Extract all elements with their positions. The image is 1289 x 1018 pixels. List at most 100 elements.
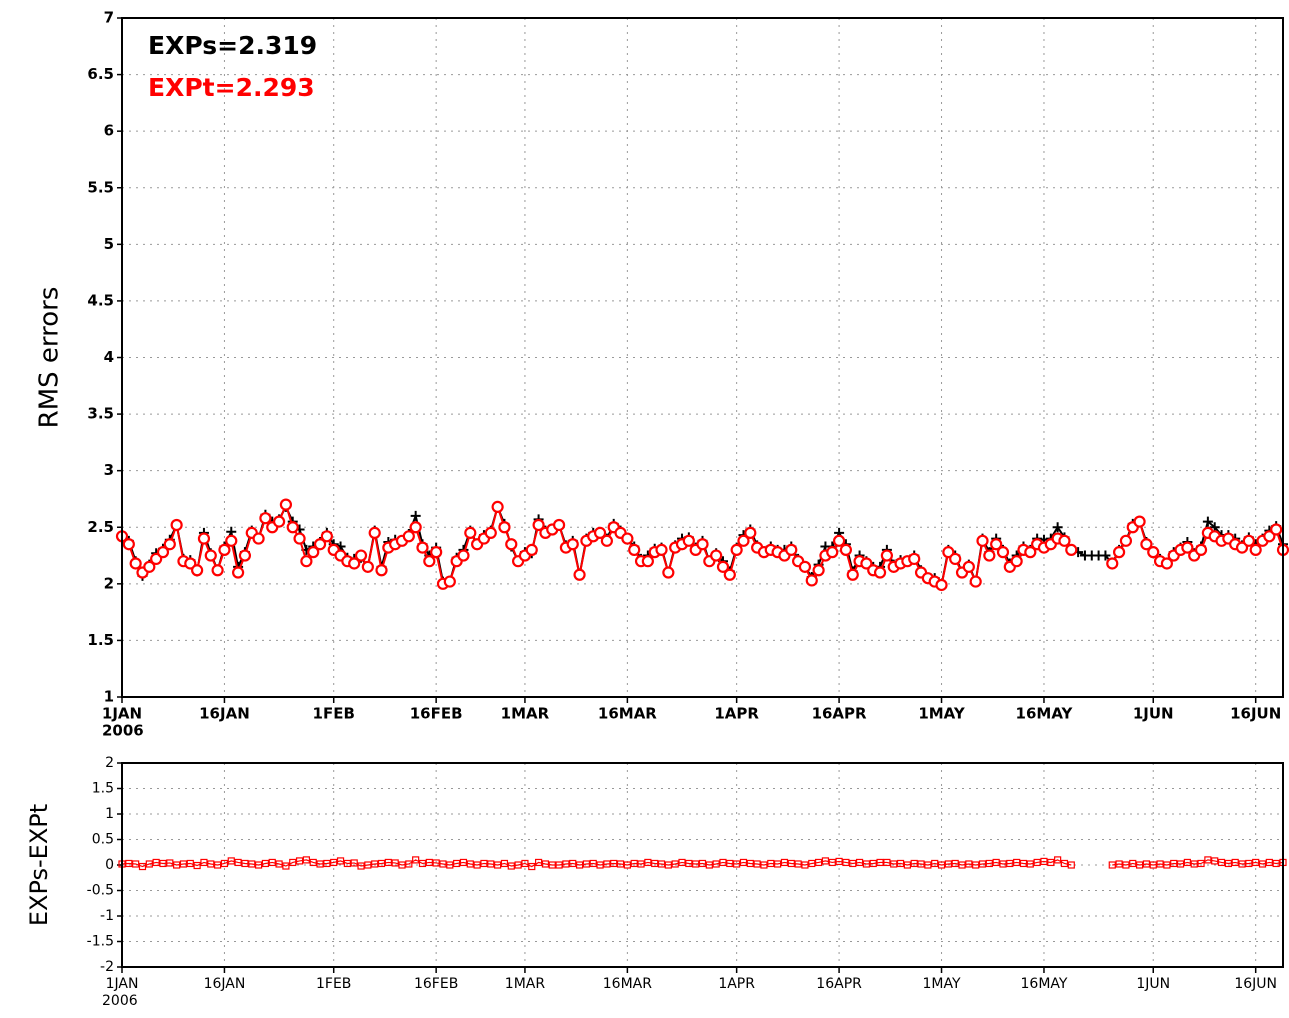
marker (596, 861, 604, 869)
marker (1122, 861, 1130, 869)
marker (143, 560, 156, 573)
marker (418, 859, 427, 868)
marker (801, 861, 809, 869)
marker (412, 856, 420, 864)
marker (179, 860, 188, 868)
marker (145, 860, 153, 868)
marker (343, 859, 351, 868)
marker (990, 538, 1003, 551)
marker (712, 860, 720, 868)
marker (937, 861, 946, 869)
marker (361, 560, 374, 573)
marker (398, 861, 406, 869)
marker (593, 526, 607, 540)
marker (207, 860, 215, 868)
marker (129, 557, 142, 570)
marker (662, 566, 675, 579)
marker (589, 859, 597, 868)
marker (466, 860, 474, 868)
marker (730, 543, 743, 556)
x-tick-label: 1MAR (501, 705, 550, 723)
plot-frame (121, 17, 1284, 698)
marker (357, 862, 365, 870)
marker (405, 860, 413, 868)
marker (254, 861, 263, 869)
marker (839, 543, 853, 556)
marker (1112, 546, 1126, 559)
marker (876, 858, 884, 867)
marker (719, 858, 727, 867)
marker (204, 549, 217, 562)
marker (1176, 860, 1185, 868)
marker (641, 555, 654, 568)
marker (908, 552, 921, 566)
marker (302, 856, 310, 864)
marker (268, 858, 276, 867)
marker (446, 861, 454, 869)
marker (692, 860, 700, 868)
marker (999, 860, 1007, 868)
marker (1067, 861, 1075, 869)
marker (286, 521, 299, 534)
x-tick-label: 16MAR (603, 976, 652, 992)
y-tick-label: 3 (104, 461, 114, 479)
marker (958, 861, 966, 869)
marker (1265, 858, 1273, 867)
marker (122, 538, 135, 551)
marker (623, 861, 631, 869)
marker (737, 534, 750, 547)
marker (1019, 859, 1028, 868)
marker (1183, 858, 1191, 867)
marker (814, 858, 823, 867)
marker (1245, 859, 1253, 868)
panel: 1 1.5 2 2.5 3 3.5 4 4.5 5 5.5 6 6.5 7 1JAN 16JAN 1FEB 16… (35, 9, 1289, 740)
y-tick-label: 5.5 (87, 178, 114, 196)
y-tick-label: 3.5 (87, 405, 114, 423)
marker (910, 859, 918, 868)
marker (931, 859, 939, 868)
marker (1160, 557, 1174, 570)
marker (391, 859, 399, 867)
x-tick-label: 16JUN (1234, 976, 1277, 992)
marker (896, 859, 905, 868)
y-tick-label: 5 (104, 235, 114, 253)
marker (227, 857, 235, 865)
marker (371, 860, 379, 868)
marker (293, 532, 306, 545)
y-tick-label: -2 (100, 959, 114, 975)
marker (710, 549, 723, 562)
x-tick-label: 16JAN (199, 705, 250, 723)
marker (307, 546, 320, 559)
y-tick-label: 2 (105, 755, 114, 771)
marker (330, 858, 338, 867)
marker (197, 532, 211, 545)
marker (944, 860, 952, 868)
marker (767, 859, 775, 868)
marker (600, 534, 613, 547)
x-tick-label: 1JUN (1136, 976, 1170, 992)
marker (573, 568, 586, 581)
marker (132, 860, 140, 868)
marker (723, 568, 736, 581)
marker (220, 859, 229, 868)
x-tick-label: 16MAR (598, 705, 657, 723)
marker (214, 861, 222, 869)
marker (828, 858, 836, 867)
marker (808, 859, 816, 868)
marker (1040, 857, 1048, 866)
marker (951, 859, 959, 868)
marker (491, 500, 504, 513)
marker (1252, 858, 1260, 867)
marker (616, 860, 625, 868)
marker (812, 564, 825, 577)
marker (566, 538, 579, 551)
marker (582, 860, 591, 868)
marker (1194, 543, 1208, 556)
x-tick-label: 1MAY (918, 705, 966, 723)
x-tick-label: 1APR (714, 705, 759, 723)
x-tick-label: 16FEB (410, 705, 463, 723)
x-year-label: 2006 (102, 993, 138, 1009)
marker (416, 541, 429, 554)
marker (924, 861, 932, 869)
marker (1052, 522, 1063, 533)
